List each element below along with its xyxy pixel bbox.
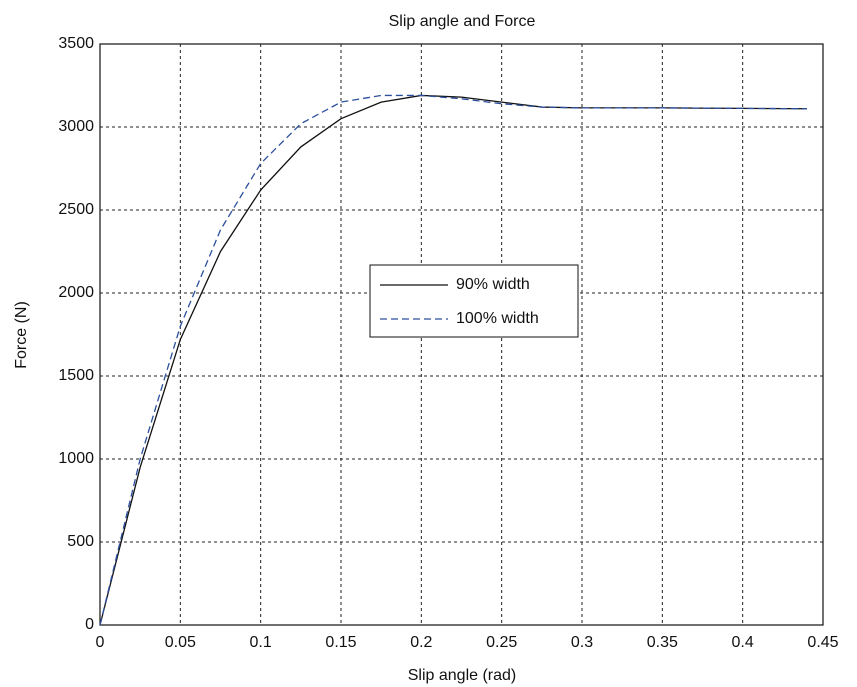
y-tick-label: 0 xyxy=(85,616,94,633)
page: {"chart_data": {"type": "line", "title":… xyxy=(0,0,857,687)
y-tick-label: 1500 xyxy=(58,367,94,384)
x-tick-label: 0.35 xyxy=(647,634,678,651)
y-tick-label: 1000 xyxy=(58,450,94,467)
y-axis-label: Force (N) xyxy=(13,301,30,369)
x-tick-label: 0.05 xyxy=(165,634,196,651)
y-tick-label: 500 xyxy=(67,533,94,550)
chart-title: Slip angle and Force xyxy=(389,13,536,30)
x-tick-label: 0.25 xyxy=(486,634,517,651)
data-line xyxy=(100,95,807,625)
legend-label: 100% width xyxy=(456,310,539,327)
y-tick-label: 3500 xyxy=(58,35,94,52)
x-axis-label: Slip angle (rad) xyxy=(408,667,517,684)
y-tick-label: 2500 xyxy=(58,201,94,218)
x-tick-label: 0.1 xyxy=(250,634,272,651)
y-tick-label: 3000 xyxy=(58,118,94,135)
x-tick-label: 0 xyxy=(96,634,105,651)
x-tick-label: 0.15 xyxy=(325,634,356,651)
x-tick-label: 0.4 xyxy=(732,634,754,651)
y-tick-label: 2000 xyxy=(58,284,94,301)
data-line xyxy=(100,95,807,625)
x-tick-label: 0.2 xyxy=(410,634,432,651)
x-tick-label: 0.45 xyxy=(807,634,838,651)
legend-label: 90% width xyxy=(456,276,530,293)
x-tick-label: 0.3 xyxy=(571,634,593,651)
chart: Slip angle and Force Slip angle (rad) Fo… xyxy=(0,0,857,687)
